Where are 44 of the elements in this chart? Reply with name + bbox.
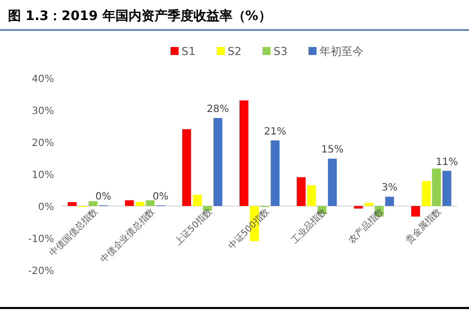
bar	[182, 129, 192, 206]
bar	[354, 206, 363, 209]
bar	[270, 140, 280, 206]
bar	[422, 181, 430, 206]
bar	[88, 201, 98, 206]
legend-label: S2	[228, 45, 242, 58]
data-label: 15%	[321, 144, 344, 156]
bar	[432, 168, 441, 206]
data-label: 3%	[382, 182, 398, 194]
legend-label: S1	[182, 45, 196, 58]
data-label: 0%	[95, 191, 112, 202]
y-tick-label: -20%	[28, 266, 54, 277]
legend-label: 年初至今	[320, 45, 364, 58]
y-tick-label: 10%	[32, 170, 54, 181]
x-tick-label: 工业品指数	[289, 206, 329, 246]
bar	[192, 194, 202, 206]
x-tick-label: 农产品指数	[346, 206, 386, 246]
data-label: 0%	[152, 191, 169, 202]
bar	[213, 118, 222, 206]
bar	[411, 206, 420, 217]
y-tick-label: 30%	[32, 106, 54, 117]
y-tick-label: 0%	[38, 202, 54, 213]
bar	[364, 202, 374, 206]
y-tick-label: 40%	[32, 74, 54, 85]
bar	[68, 202, 77, 206]
chart-title: 图 1.3：2019 年国内资产季度收益率（%）	[8, 8, 272, 24]
x-tick-label: 上证50指数	[173, 206, 214, 248]
data-label: 21%	[264, 126, 286, 138]
bar	[296, 177, 306, 206]
x-tick-label: 中债企业债总指数	[98, 206, 158, 266]
bar	[442, 170, 452, 206]
bar	[146, 200, 155, 206]
data-label: 28%	[206, 104, 229, 115]
bar	[385, 196, 394, 206]
bar	[135, 202, 144, 206]
y-tick-label: -10%	[28, 234, 54, 245]
bar	[239, 100, 248, 206]
y-tick-label: 20%	[32, 138, 54, 149]
data-label: 11%	[436, 156, 458, 168]
bar	[307, 185, 316, 206]
bar	[328, 158, 337, 206]
x-tick-label: 贵金属指数	[404, 206, 444, 246]
legend-label: S3	[274, 45, 288, 58]
bar	[124, 200, 134, 206]
